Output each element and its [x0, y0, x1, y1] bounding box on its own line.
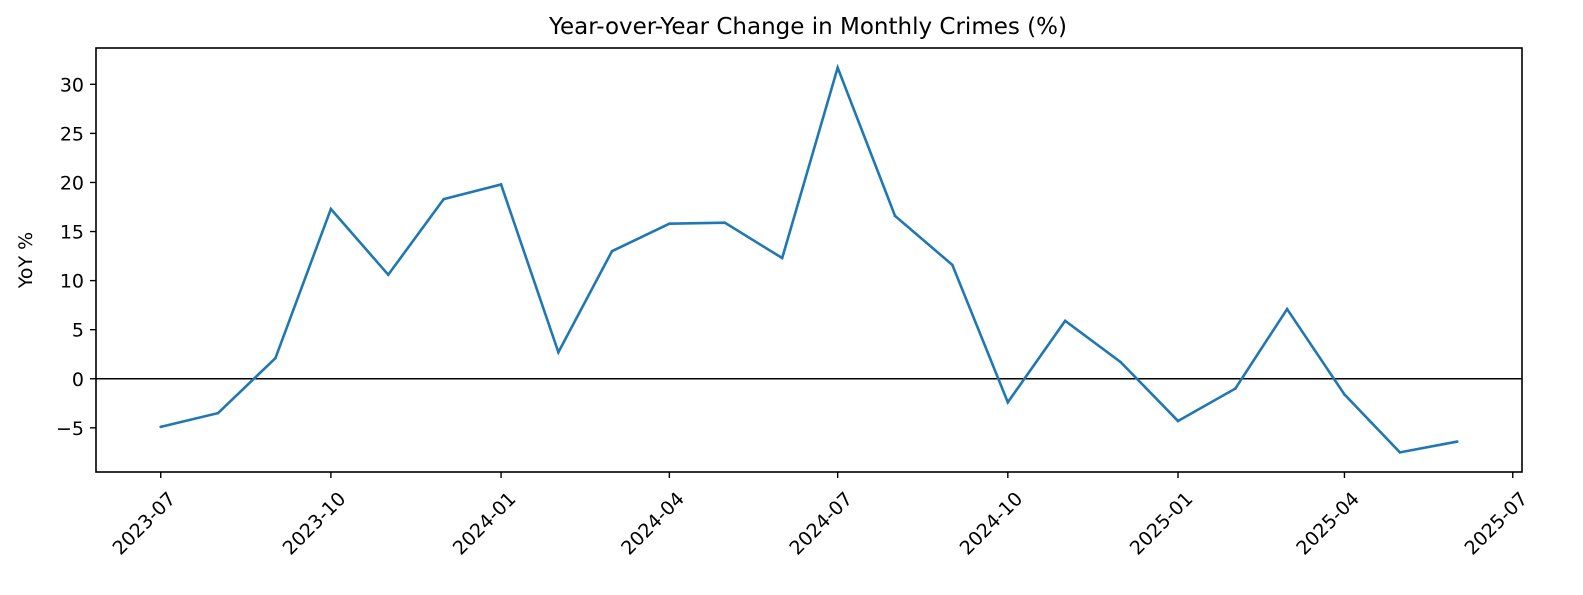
data-point: [274, 356, 277, 360]
series-line: [160, 63, 1458, 454]
data-point: [1343, 393, 1346, 396]
x-tick-label: 2024-10: [956, 488, 1028, 560]
data-point: [159, 425, 163, 429]
data-point: [610, 249, 614, 253]
data-point: [1234, 387, 1237, 390]
data-point: [951, 263, 954, 267]
plot-area: −5 0 5 10 15 20 25 30 2023-07 2023-10 2024-01 2024-…: [56, 47, 1532, 560]
data-point: [216, 411, 220, 415]
x-tick-label: 2025-07: [1460, 488, 1532, 560]
data-point: [1398, 451, 1402, 454]
y-tick-label: −5: [56, 418, 84, 440]
data-point: [836, 66, 839, 69]
data-point: [1006, 401, 1010, 404]
data-point: [1455, 440, 1459, 443]
data-point: [1119, 360, 1122, 364]
data-point: [1176, 419, 1180, 423]
y-tick-label: 25: [60, 123, 84, 145]
x-tick-label: 2023-07: [108, 488, 180, 560]
x-tick-label: 2024-04: [617, 488, 689, 560]
x-tick-label: 2025-01: [1126, 488, 1198, 560]
data-point: [499, 183, 503, 186]
data-point: [780, 256, 784, 260]
chart-title: Year-over-Year Change in Monthly Crimes …: [548, 14, 1067, 40]
data-point: [442, 197, 446, 201]
y-tick-label: 30: [60, 74, 84, 96]
data-point: [668, 222, 671, 225]
data-point: [1285, 307, 1289, 311]
y-axis-label: YoY %: [15, 232, 37, 289]
data-point: [1063, 319, 1067, 323]
data-point: [893, 214, 897, 218]
data-point: [329, 207, 333, 211]
data-point: [723, 221, 727, 225]
y-tick-label: 10: [60, 271, 84, 293]
x-tick-label: 2024-07: [785, 488, 857, 560]
y-tick-label: 5: [72, 320, 84, 342]
y-tick-label: 0: [72, 369, 84, 391]
data-point: [386, 273, 390, 277]
x-tick-label: 2023-10: [279, 488, 351, 560]
data-point: [557, 350, 560, 354]
plot-frame: [95, 47, 1523, 473]
x-tick-label: 2025-04: [1292, 488, 1364, 560]
y-tick-label: 15: [60, 222, 84, 244]
y-tick-label: 20: [60, 172, 84, 194]
x-tick-label: 2024-01: [449, 488, 521, 560]
